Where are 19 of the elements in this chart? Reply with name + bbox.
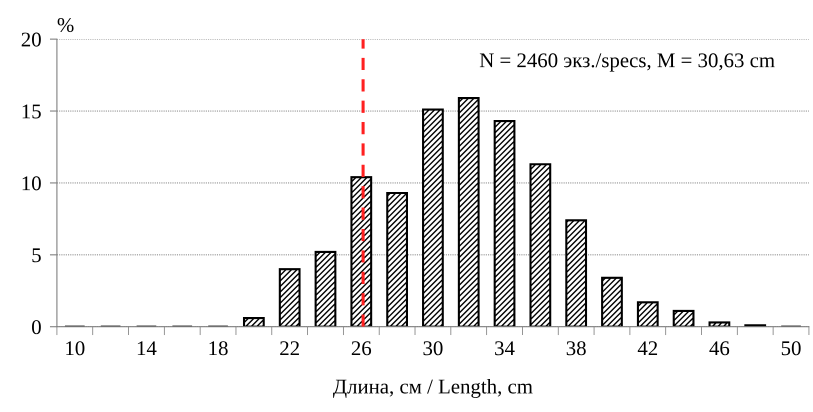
y-tick-label: 0 — [32, 320, 41, 334]
x-tick-label: 38 — [566, 341, 586, 356]
annotation: N = 2460 экз./specs, M = 30,63 cm — [480, 53, 775, 72]
y-tick-label: 10 — [22, 176, 41, 190]
y-tick-label: 15 — [22, 104, 41, 118]
x-tick-label: 34 — [495, 341, 515, 356]
x-tick-label: 50 — [782, 341, 801, 356]
y-tick-label: 5 — [32, 248, 41, 262]
x-tick-label: 46 — [709, 341, 730, 356]
x-axis-title: Длина, см / Length, cm — [333, 378, 533, 398]
x-tick-label: 18 — [209, 341, 228, 356]
x-tick-label: 10 — [66, 341, 84, 356]
x-tick-label: 30 — [424, 341, 443, 356]
x-tick-label: 42 — [638, 341, 658, 356]
x-tick-label: 26 — [352, 341, 372, 356]
x-tick-label: 22 — [280, 341, 299, 356]
y-axis-title: % — [58, 18, 74, 32]
x-tick-label: 14 — [138, 341, 157, 356]
y-tick-label: 20 — [22, 32, 41, 47]
